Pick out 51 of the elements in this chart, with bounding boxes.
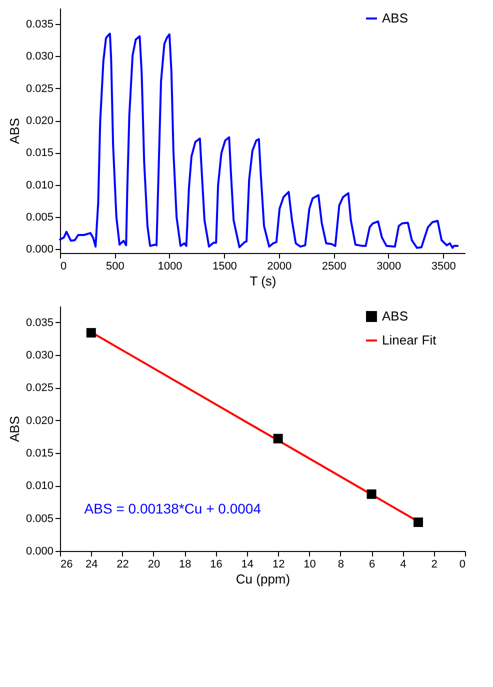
legend-label: Linear Fit <box>382 332 437 348</box>
x-tick-label: 20 <box>148 558 160 570</box>
x-tick-label: 500 <box>106 260 124 272</box>
annotation: ABS = 0.00138*Cu + 0.0004 <box>84 500 262 516</box>
y-tick-label: 0.010 <box>26 179 54 192</box>
legend-label: ABS <box>382 308 408 324</box>
x-tick-label: 14 <box>241 558 254 570</box>
y-tick-label: 0.030 <box>26 350 54 362</box>
x-tick-label: 1000 <box>158 260 182 272</box>
x-tick-label: 2500 <box>322 260 346 272</box>
y-tick-label: 0.005 <box>26 512 54 525</box>
y-tick-label: 0.005 <box>26 211 54 224</box>
y-tick-label: 0.015 <box>26 448 54 460</box>
x-tick-label: 8 <box>338 558 344 570</box>
x-tick-label: 6 <box>368 558 376 570</box>
x-tick-label: 16 <box>210 558 222 570</box>
y-tick-label: 0.000 <box>26 244 54 256</box>
x-tick-label: 12 <box>272 558 285 570</box>
x-tick-label: 18 <box>178 558 192 570</box>
point <box>273 434 283 444</box>
x-tick-label: 4 <box>400 558 406 570</box>
x-tick-label: 10 <box>304 558 316 570</box>
x-tick-label: 2000 <box>267 260 292 272</box>
x-tick-label: 2 <box>431 558 438 570</box>
y-tick-label: 0.025 <box>26 382 54 394</box>
x-tick-label: 3500 <box>431 260 456 272</box>
y-tick-label: 0.015 <box>26 147 54 160</box>
y-tick-label: 0.035 <box>26 316 54 329</box>
y-axis-title: ABS <box>6 416 22 442</box>
legend-label: ABS <box>382 10 408 26</box>
y-tick-label: 0.020 <box>26 414 54 427</box>
point <box>366 489 376 499</box>
y-tick-label: 0.020 <box>26 115 54 128</box>
x-tick-label: 1500 <box>212 260 237 272</box>
x-tick-label: 26 <box>60 558 73 570</box>
y-tick-label: 0.000 <box>26 546 54 558</box>
x-tick-label: 0 <box>459 558 466 570</box>
x-axis-title: Cu (ppm) <box>236 572 290 586</box>
y-tick-label: 0.030 <box>26 50 54 63</box>
x-tick-label: 3000 <box>376 260 402 272</box>
point <box>414 518 424 527</box>
x-axis-title: T (s) <box>250 274 276 288</box>
x-tick-label: 24 <box>86 558 98 570</box>
y-axis-title: ABS <box>6 118 22 144</box>
point <box>86 328 96 338</box>
y-tick-label: 0.010 <box>26 480 54 492</box>
line-series <box>59 32 459 249</box>
y-tick-label: 0.035 <box>26 18 54 31</box>
x-tick-label: 22 <box>116 558 129 570</box>
x-tick-label: 0 <box>60 260 67 272</box>
y-tick-label: 0.025 <box>26 82 54 95</box>
